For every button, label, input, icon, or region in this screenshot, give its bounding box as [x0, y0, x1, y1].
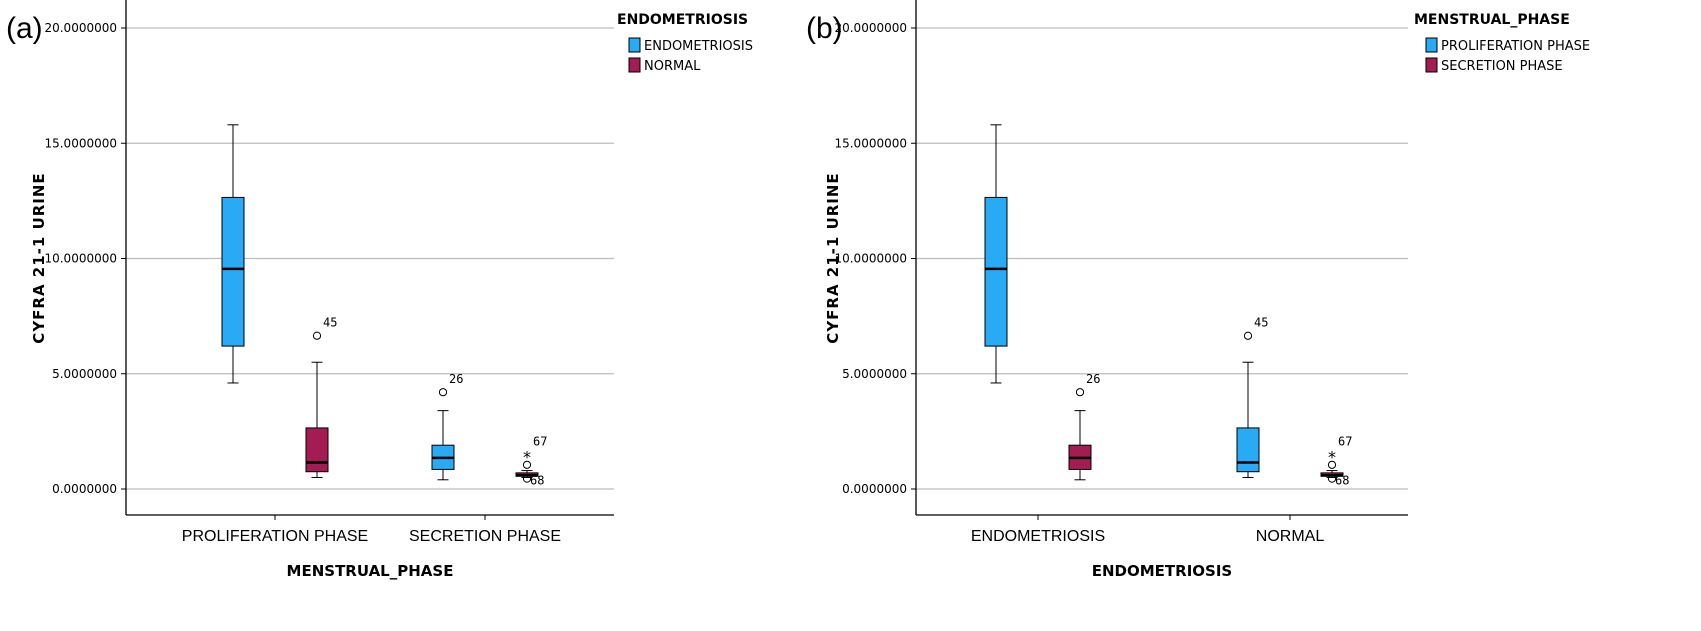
box-iqr [221, 196, 245, 347]
x-tick-label: PROLIFERATION PHASE [182, 528, 368, 545]
legend-swatch [628, 37, 641, 53]
y-tick-label: 10.0000000 [834, 252, 907, 266]
y-axis-title: CYFRA 21-1 URINE [824, 172, 842, 343]
y-tick-label: 5.0000000 [842, 367, 907, 381]
x-axis-title: MENSTRUAL_PHASE [287, 562, 454, 580]
outlier-circle [438, 388, 448, 397]
box-secretion-phase-0: 26 [1068, 372, 1100, 481]
box-secretion-phase-1: *67 68 [1320, 434, 1352, 488]
box-endometriosis-1: 26 [431, 372, 463, 481]
y-tick-label: 15.0000000 [44, 136, 117, 150]
box-normal-1: *67 68 [515, 434, 547, 488]
y-tick-label: 20.0000000 [44, 21, 117, 35]
y-tick-label: 10.0000000 [44, 252, 117, 266]
outlier-circle [1243, 331, 1253, 340]
outlier-label: 26 [449, 372, 463, 386]
outlier-circle [1327, 460, 1337, 469]
chart-panel-a: (a) 0.0000000 5.0000000 10.0000000 15.000000… [6, 0, 753, 580]
legend-swatch [1425, 37, 1438, 53]
y-tick-label: 15.0000000 [834, 136, 907, 150]
legend-entry-label: NORMAL [644, 59, 701, 74]
legend-swatch [628, 57, 641, 73]
panel-label: (b) [806, 12, 843, 45]
chart-panel-b: (b) 0.0000000 5.0000000 10.0000000 15.000000… [806, 0, 1590, 580]
x-tick-label: NORMAL [1256, 528, 1325, 545]
box-iqr [1236, 427, 1260, 473]
outlier-star: * [523, 447, 531, 466]
legend-entry-label: PROLIFERATION PHASE [1441, 39, 1590, 54]
box-proliferation-phase-1: 45 [1236, 316, 1268, 478]
outlier-circle [1327, 474, 1337, 483]
outlier-circle [312, 331, 322, 340]
outlier-label: 45 [323, 316, 337, 330]
outlier-circle [1075, 388, 1085, 397]
y-tick-label: 5.0000000 [52, 367, 117, 381]
outlier-label: 67 [533, 434, 547, 448]
outlier-label: 26 [1086, 372, 1100, 386]
legend-title: MENSTRUAL_PHASE [1414, 12, 1570, 28]
legend-swatch [1425, 57, 1438, 73]
y-tick-label: 0.0000000 [842, 482, 907, 496]
outlier-label: 45 [1254, 316, 1268, 330]
x-axis-title: ENDOMETRIOSIS [1092, 562, 1232, 580]
box-normal-0: 45 [305, 316, 337, 478]
x-tick-label: SECRETION PHASE [409, 528, 561, 545]
legend-title: ENDOMETRIOSIS [617, 12, 748, 28]
legend: MENSTRUAL_PHASE PROLIFERATION PHASE SECRET… [1414, 12, 1590, 74]
legend-entry-label: ENDOMETRIOSIS [644, 39, 753, 54]
x-tick-label: ENDOMETRIOSIS [971, 528, 1105, 545]
outlier-star: * [1328, 447, 1336, 466]
panel-label: (a) [6, 12, 43, 45]
outlier-circle [522, 460, 532, 469]
box-endometriosis-0 [221, 124, 245, 384]
box-proliferation-phase-0 [984, 124, 1008, 384]
outlier-label: 67 [1338, 434, 1352, 448]
outlier-circle [522, 474, 532, 483]
box-iqr [984, 196, 1008, 347]
legend: ENDOMETRIOSIS ENDOMETRIOSIS NORMAL [617, 12, 753, 74]
y-axis-title: CYFRA 21-1 URINE [30, 172, 48, 343]
legend-entry-label: SECRETION PHASE [1441, 59, 1563, 74]
outlier-label: 68 [1335, 474, 1349, 488]
outlier-label: 68 [530, 474, 544, 488]
y-tick-label: 0.0000000 [52, 482, 117, 496]
y-tick-label: 20.0000000 [834, 21, 907, 35]
box-iqr [305, 427, 329, 473]
